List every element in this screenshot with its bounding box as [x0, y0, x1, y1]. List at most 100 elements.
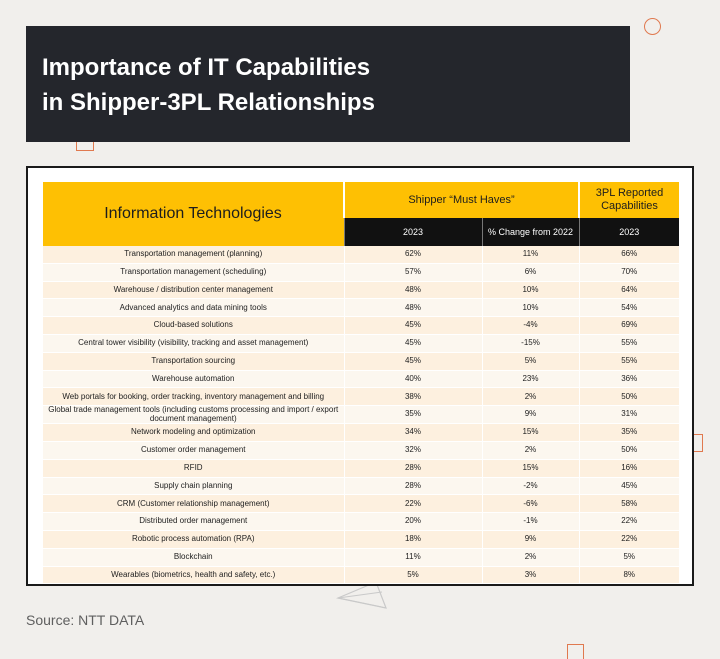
shipper-2023-cell: 40% [343, 370, 482, 389]
page-title-line-2: in Shipper-3PL Relationships [42, 89, 375, 116]
3pl-2023-cell: 35% [578, 423, 679, 442]
technology-cell: Global trade management tools (including… [43, 405, 344, 425]
change-from-2022-cell: 2% [481, 441, 579, 460]
decorative-bracket-icon [76, 142, 94, 151]
shipper-2023-cell: 18% [343, 530, 482, 549]
change-from-2022-cell: -2% [481, 477, 579, 496]
3pl-2023-cell: 55% [578, 334, 679, 353]
shipper-2023-cell: 57% [343, 263, 482, 282]
technology-cell: Transportation management (planning) [43, 246, 344, 264]
shipper-2023-cell: 62% [343, 246, 482, 264]
table-row: Cloud-based solutions 45% -4% 69% [43, 316, 679, 335]
page-title-line-1: Importance of IT Capabilities [42, 54, 371, 81]
technology-cell: Cloud-based solutions [43, 316, 344, 335]
decorative-triangle-icon [336, 581, 387, 609]
table-row: Central tower visibility (visibility, tr… [43, 334, 679, 353]
change-from-2022-cell: -1% [481, 512, 579, 531]
change-from-2022-cell: -4% [481, 316, 579, 335]
3pl-2023-cell: 36% [578, 370, 679, 389]
table-row: CRM (Customer relationship management) 22… [43, 494, 679, 514]
table-row: Transportation management (planning) 62% 1… [43, 246, 679, 264]
technology-cell: Advanced analytics and data mining tools [43, 298, 344, 318]
shipper-2023-cell: 45% [343, 334, 482, 353]
change-from-2022-cell: 2% [481, 387, 579, 407]
shipper-2023-cell: 35% [343, 405, 482, 425]
table-row: Blockchain 11% 2% 5% [43, 548, 679, 567]
table-row: RFID 28% 15% 16% [43, 459, 679, 478]
shipper-2023-subheader: 2023 [343, 217, 482, 246]
change-from-2022-cell: 11% [481, 246, 579, 264]
table-row: Robotic process automation (RPA) 18% 9% 22% [43, 530, 679, 549]
3pl-2023-cell: 66% [578, 246, 679, 264]
shipper-2023-cell: 45% [343, 316, 482, 335]
3pl-2023-cell: 54% [578, 298, 679, 318]
technology-cell: Transportation management (scheduling) [43, 263, 344, 282]
shipper-2023-cell: 48% [343, 298, 482, 318]
technology-cell: Central tower visibility (visibility, tr… [43, 334, 344, 353]
shipper-2023-cell: 5% [343, 566, 482, 585]
table-body: Transportation management (planning) 62% 1… [43, 246, 679, 585]
change-from-2022-cell: 10% [481, 298, 579, 318]
shipper-2023-cell: 11% [343, 548, 482, 567]
change-from-2022-cell: 23% [481, 370, 579, 389]
3pl-2023-cell: 5% [578, 548, 679, 567]
shipper-2023-cell: 32% [343, 441, 482, 460]
table-row: Distributed order management 20% -1% 22% [43, 512, 679, 531]
shipper-2023-cell: 38% [343, 387, 482, 407]
table-row: Transportation management (scheduling) 57… [43, 263, 679, 282]
3pl-2023-cell: 22% [578, 512, 679, 531]
technology-cell: RFID [43, 459, 344, 478]
change-from-2022-cell: 2% [481, 548, 579, 567]
3pl-2023-subheader: 2023 [578, 217, 679, 246]
shipper-2023-cell: 28% [343, 459, 482, 478]
change-from-2022-cell: -15% [481, 334, 579, 353]
technology-cell: Robotic process automation (RPA) [43, 530, 344, 549]
table-row: Global trade management tools (including… [43, 405, 679, 425]
change-from-2022-cell: 3% [481, 566, 579, 585]
table-row: Web portals for booking, order tracking,… [43, 387, 679, 407]
table-row: Network modeling and optimization 34% 15% 3… [43, 423, 679, 442]
change-from-2022-cell: 6% [481, 263, 579, 282]
table-row: Warehouse / distribution center manageme… [43, 281, 679, 300]
3pl-2023-cell: 50% [578, 387, 679, 407]
table-row: Wearables (biometrics, health and safety… [43, 566, 679, 585]
table-row: Advanced analytics and data mining tools… [43, 298, 679, 318]
3pl-reported-capabilities-header: 3PL Reported Capabilities [578, 182, 679, 218]
3pl-2023-cell: 31% [578, 405, 679, 425]
shipper-2023-cell: 45% [343, 352, 482, 371]
technology-cell: Network modeling and optimization [43, 423, 344, 442]
technology-cell: Transportation sourcing [43, 352, 344, 371]
technology-cell: Supply chain planning [43, 477, 344, 496]
technology-cell: CRM (Customer relationship management) [43, 494, 344, 514]
3pl-2023-cell: 55% [578, 352, 679, 371]
shipper-2023-cell: 20% [343, 512, 482, 531]
3pl-2023-cell: 69% [578, 316, 679, 335]
table-row: Customer order management 32% 2% 50% [43, 441, 679, 460]
technology-cell: Blockchain [43, 548, 344, 567]
change-from-2022-cell: 5% [481, 352, 579, 371]
change-from-2022-cell: 15% [481, 423, 579, 442]
decorative-bracket-icon [567, 644, 584, 659]
shipper-2023-cell: 22% [343, 494, 482, 514]
technology-cell: Warehouse automation [43, 370, 344, 389]
table-row: Transportation sourcing 45% 5% 55% [43, 352, 679, 371]
3pl-2023-cell: 45% [578, 477, 679, 496]
decorative-bracket-icon [694, 434, 703, 452]
change-from-2022-cell: 15% [481, 459, 579, 478]
shipper-2023-cell: 28% [343, 477, 482, 496]
table-row: Supply chain planning 28% -2% 45% [43, 477, 679, 496]
3pl-2023-cell: 70% [578, 263, 679, 282]
3pl-2023-cell: 16% [578, 459, 679, 478]
technology-cell: Web portals for booking, order tracking,… [43, 387, 344, 407]
change-from-2022-cell: 9% [481, 405, 579, 425]
3pl-2023-cell: 64% [578, 281, 679, 300]
table-row: Warehouse automation 40% 23% 36% [43, 370, 679, 389]
technology-cell: Warehouse / distribution center manageme… [43, 281, 344, 300]
source-caption: Source: NTT DATA [26, 612, 145, 628]
3pl-2023-cell: 8% [578, 566, 679, 585]
technology-cell: Customer order management [43, 441, 344, 460]
change-from-2022-cell: 9% [481, 530, 579, 549]
shipper-2023-cell: 34% [343, 423, 482, 442]
change-from-2022-cell: 10% [481, 281, 579, 300]
change-from-2022-subheader: % Change from 2022 [481, 217, 579, 246]
